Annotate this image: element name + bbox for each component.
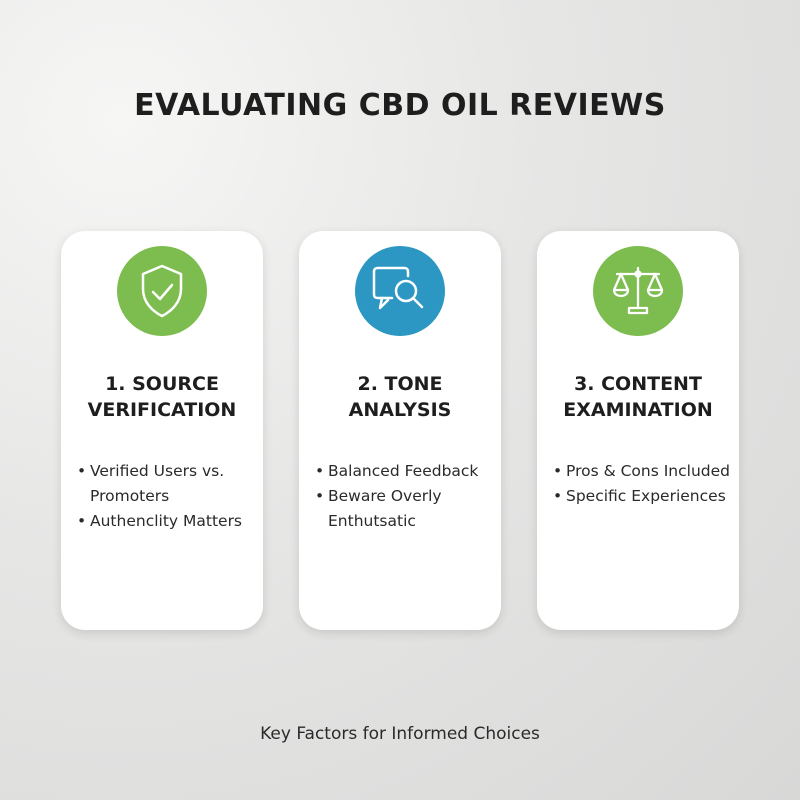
card-tone-analysis: 2. TONE ANALYSIS Balanced FeedbackBeware … (299, 231, 501, 630)
card-heading: 1. SOURCE (105, 373, 219, 395)
card-heading: EXAMINATION (563, 399, 713, 421)
card-content-examination: 3. CONTENT EXAMINATION Pros & Cons Includ… (537, 231, 739, 630)
card-heading: 3. CONTENT (574, 373, 702, 395)
bullet-item: Beware Overly Enthutsatic (315, 484, 493, 534)
bullet-item: Authenclity Matters (77, 509, 255, 534)
bullet-item: Pros & Cons Included (553, 459, 731, 484)
shield-check-icon (117, 246, 207, 336)
card-heading: 2. TONE (357, 373, 443, 395)
balance-scale-icon (593, 246, 683, 336)
card-source-verification: 1. SOURCE VERIFICATION Verified Users vs.… (61, 231, 263, 630)
footer-caption: Key Factors for Informed Choices (260, 724, 540, 744)
bullet-item: Specific Experiences (553, 484, 731, 509)
page-title: EVALUATING CBD OIL REVIEWS (134, 88, 666, 123)
bullet-item: Balanced Feedback (315, 459, 493, 484)
card-heading: ANALYSIS (348, 399, 452, 421)
chat-search-icon (355, 246, 445, 336)
card-heading: VERIFICATION (87, 399, 237, 421)
bullet-item: Verified Users vs. Promoters (77, 459, 255, 509)
